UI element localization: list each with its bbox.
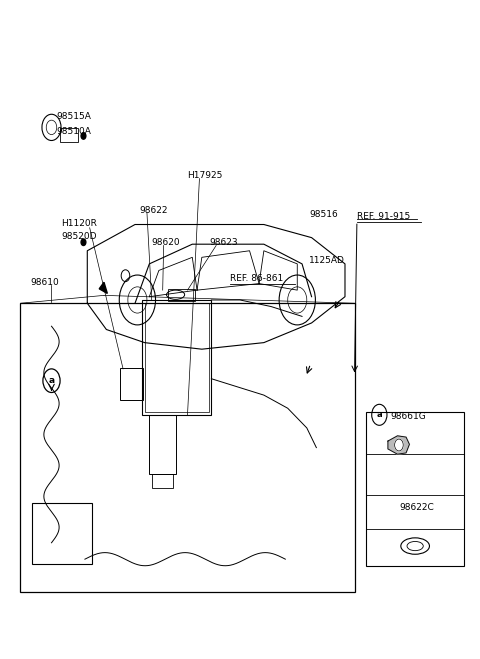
Text: 98510A: 98510A: [56, 127, 91, 136]
Circle shape: [395, 439, 403, 451]
Bar: [144, 303, 209, 411]
Text: 98661G: 98661G: [390, 412, 426, 420]
Bar: [60, 128, 78, 142]
Text: 98622: 98622: [140, 206, 168, 215]
Text: H1120R: H1120R: [61, 219, 97, 228]
Bar: [152, 474, 173, 488]
Bar: [21, 303, 355, 592]
Bar: [120, 368, 143, 401]
Polygon shape: [99, 282, 108, 293]
Circle shape: [81, 239, 86, 246]
Text: 98516: 98516: [309, 210, 338, 219]
Text: 98620: 98620: [152, 239, 180, 247]
Text: REF. 86-861: REF. 86-861: [230, 274, 284, 283]
Polygon shape: [388, 436, 409, 454]
Bar: [149, 415, 176, 474]
Text: H17925: H17925: [188, 171, 223, 180]
Text: 98520D: 98520D: [61, 232, 96, 241]
Bar: [168, 289, 195, 301]
Bar: [366, 411, 464, 565]
Text: 98610: 98610: [30, 277, 59, 287]
Text: 98623: 98623: [209, 239, 238, 247]
Text: a: a: [376, 411, 382, 419]
Text: 98515A: 98515A: [56, 112, 91, 121]
Text: 1125AD: 1125AD: [309, 256, 345, 265]
Bar: [33, 503, 92, 563]
Text: a: a: [48, 376, 55, 385]
Bar: [142, 300, 211, 415]
Circle shape: [81, 132, 86, 139]
Text: REF. 91-915: REF. 91-915: [357, 212, 410, 221]
Text: 98622C: 98622C: [400, 503, 434, 513]
